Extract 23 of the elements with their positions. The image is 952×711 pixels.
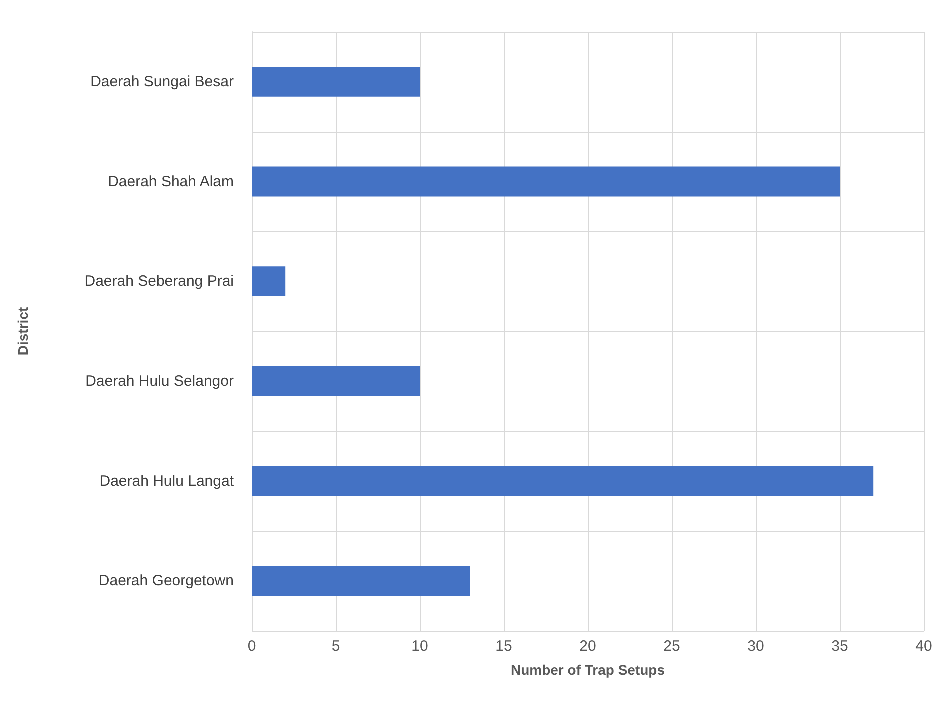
bar: [252, 566, 470, 596]
x-tick-label: 0: [248, 638, 256, 655]
bar: [252, 366, 420, 396]
x-tick-label: 25: [664, 638, 680, 655]
bar: [252, 466, 874, 496]
x-tick-label: 10: [412, 638, 428, 655]
y-tick-label: Daerah Georgetown: [98, 572, 234, 590]
bar: [252, 266, 286, 297]
y-tick-label: Daerah Seberang Prai: [84, 273, 234, 290]
x-tick-label: 30: [748, 638, 764, 655]
x-tick-label: 40: [916, 638, 932, 655]
y-axis-title: District: [15, 307, 31, 356]
x-axis-title: Number of Trap Setups: [510, 662, 666, 678]
y-tick-label: Daerah Shah Alam: [108, 173, 234, 190]
x-tick-label: 5: [332, 638, 340, 655]
y-tick-label: Daerah Sungai Besar: [90, 73, 234, 90]
x-tick-label: 35: [832, 638, 848, 655]
bar: [252, 166, 840, 197]
y-tick-label: Daerah Hulu Selangor: [86, 372, 234, 390]
x-tick-label: 15: [496, 638, 512, 655]
y-tick-label: Daerah Hulu Langat: [100, 472, 235, 490]
bar: [252, 66, 420, 97]
x-tick-label: 20: [580, 638, 596, 655]
